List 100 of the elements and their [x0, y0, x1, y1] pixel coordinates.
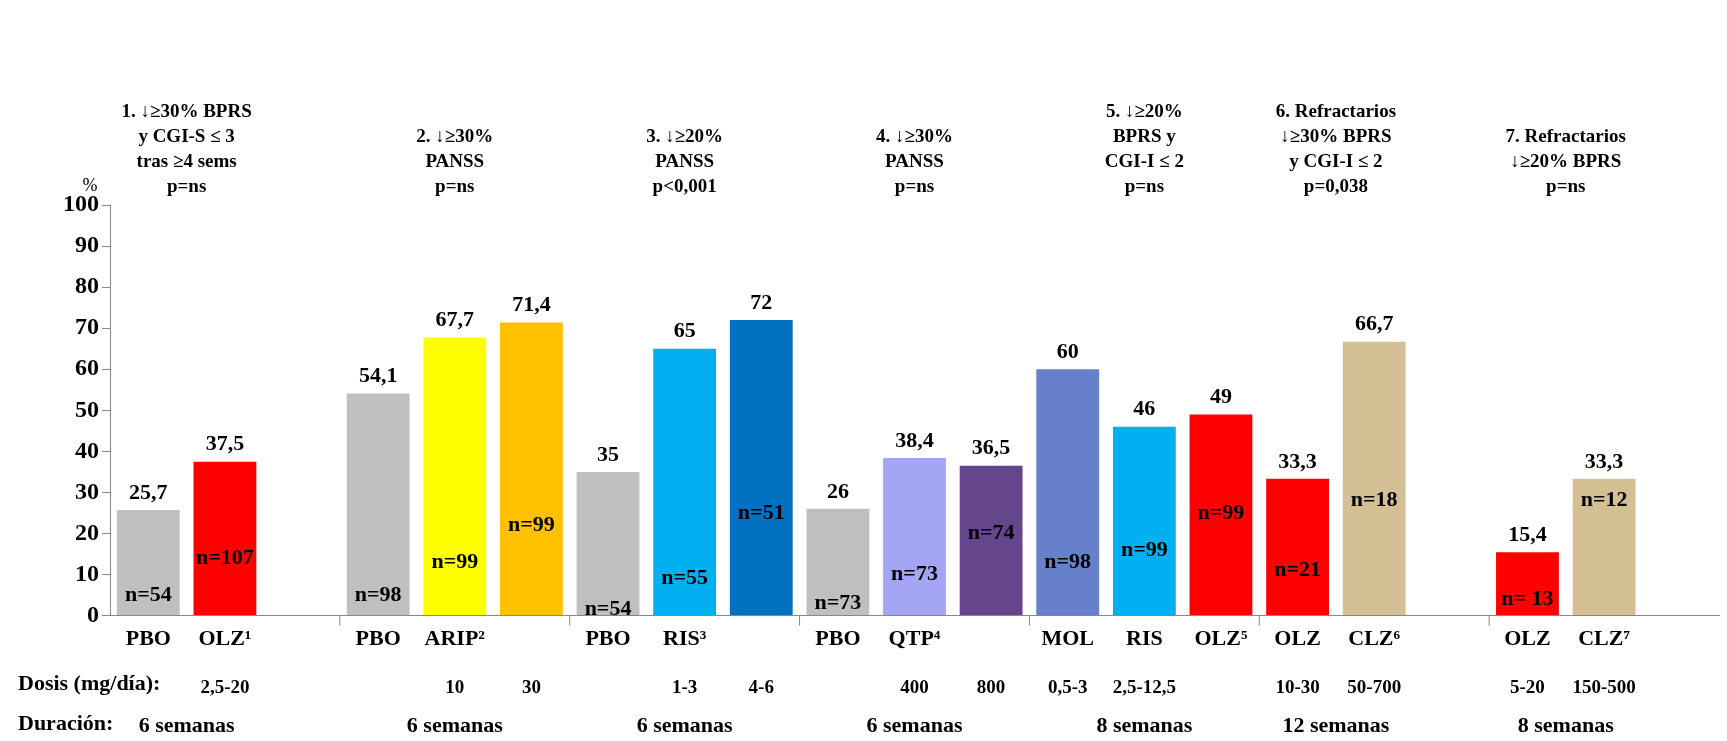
annotation: n=54: [124, 580, 172, 606]
bar: [883, 457, 946, 616]
text: 10: [445, 675, 465, 697]
text: 150-500: [1572, 675, 1636, 697]
bar: [729, 319, 793, 616]
data-label: 49: [1209, 383, 1232, 409]
annotation: n=73: [814, 588, 862, 614]
annotation: n=21: [1274, 556, 1321, 582]
text: 0,5-3: [1047, 675, 1088, 697]
annotation: n=12: [1580, 486, 1628, 512]
bar: [653, 348, 717, 616]
bar: [346, 393, 410, 616]
bar: [1189, 414, 1253, 616]
bar: [499, 322, 563, 616]
text: 400: [900, 675, 929, 697]
text: 5. ↓≥20% BPRS y CGI-I ≤ 2 p=ns: [1104, 100, 1184, 197]
text: 3. ↓≥20% PANSS p<0,001: [646, 125, 724, 197]
y-tick-label: 40: [75, 436, 99, 463]
bar: [806, 508, 870, 616]
bar: [1266, 478, 1330, 616]
y-tick-label: 90: [75, 231, 99, 258]
text: 6 semanas: [866, 711, 963, 737]
bar: [959, 465, 1023, 616]
x-tick-label: CLZ⁶: [1348, 625, 1401, 651]
annotation: n=18: [1350, 486, 1398, 512]
text: 6 semanas: [406, 711, 504, 737]
bar: [1572, 478, 1636, 616]
data-label: 38,4: [895, 426, 934, 452]
text: Dosis (mg/día):: [18, 669, 161, 695]
text: 30: [521, 675, 541, 697]
data-label: 37,5: [205, 430, 245, 456]
annotation: n=54: [584, 595, 632, 621]
y-tick-label: 0: [87, 600, 99, 627]
bar: [1342, 341, 1406, 616]
text: 4. ↓≥30% PANSS p=ns: [876, 125, 953, 197]
data-label: 46: [1133, 395, 1156, 421]
x-tick-label: RIS³: [663, 625, 707, 651]
x-tick-label: OLZ⁵: [1194, 625, 1248, 651]
annotation: n=99: [1197, 498, 1245, 524]
data-label: 35: [597, 440, 620, 466]
data-label: 72: [750, 288, 773, 314]
x-tick-label: MOL: [1041, 625, 1095, 651]
annotation: n=99: [508, 510, 555, 536]
data-label: 60: [1056, 337, 1079, 363]
bar: [423, 337, 487, 616]
y-tick-label: 20: [75, 518, 99, 545]
data-label: 36,5: [971, 434, 1011, 460]
annotation: n=107: [196, 543, 254, 569]
y-tick-label: 80: [75, 272, 99, 299]
x-tick-label: OLZ¹: [198, 625, 252, 651]
data-label: 67,7: [435, 306, 475, 332]
bar: [116, 510, 180, 616]
annotation: n=99: [1120, 535, 1168, 561]
text: 6 semanas: [636, 711, 734, 737]
text: 12 semanas: [1282, 711, 1390, 737]
text: 6 semanas: [138, 711, 236, 737]
x-tick-label: OLZ: [1274, 625, 1321, 651]
text: 8 semanas: [1517, 711, 1615, 737]
bar: [1496, 552, 1559, 616]
data-label: 25,7: [129, 478, 168, 504]
text: 800: [976, 675, 1006, 697]
data-label: 54,1: [358, 362, 398, 388]
annotation: n=98: [354, 580, 402, 606]
annotation: n=73: [891, 560, 938, 586]
annotation: n=51: [737, 498, 785, 524]
text: 1. ↓≥30% BPRS y CGI-S ≤ 3 tras ≥4 sems p=ns: [121, 100, 252, 197]
text: 1-3: [671, 675, 698, 697]
text: 7. Refractarios ↓≥20% BPRS p=ns: [1505, 125, 1626, 197]
data-label: 33,3: [1278, 447, 1317, 473]
y-tick-label: 70: [75, 313, 99, 340]
annotation: n=98: [1044, 547, 1092, 573]
x-tick-label: QTP⁴: [888, 625, 941, 651]
bar: [193, 461, 257, 616]
x-tick-label: PBO: [585, 625, 631, 651]
text: 10-30: [1275, 675, 1320, 697]
annotation: n=74: [967, 519, 1015, 545]
x-tick-label: PBO: [815, 625, 861, 651]
data-label: 71,4: [512, 291, 551, 317]
annotation: n=55: [661, 564, 709, 590]
y-tick-label: 50: [75, 395, 99, 422]
y-tick-label: 60: [75, 354, 99, 381]
text: 2. ↓≥30% PANSS p=ns: [416, 125, 494, 197]
x-tick-label: CLZ⁷: [1578, 625, 1631, 651]
data-label: 65: [673, 317, 696, 343]
text: 2,5-12,5: [1112, 675, 1177, 697]
text: 2,5-20: [200, 675, 250, 697]
text: 6. Refractarios ↓≥30% BPRS y CGI-I ≤ 2 p=0,038: [1275, 100, 1397, 197]
text: 8 semanas: [1096, 711, 1193, 737]
text: 5-20: [1510, 675, 1545, 697]
annotation: n= 13: [1501, 584, 1554, 610]
data-label: 66,7: [1354, 310, 1394, 336]
y-tick-label: 30: [75, 477, 99, 504]
text: 4-6: [748, 675, 774, 697]
data-label: 33,3: [1584, 447, 1624, 473]
annotation: n=99: [431, 547, 479, 573]
x-tick-label: PBO: [125, 625, 171, 651]
bar: [1112, 426, 1176, 616]
bar: [576, 471, 640, 616]
y-tick-label: 10: [75, 559, 99, 586]
x-tick-label: PBO: [355, 625, 401, 651]
